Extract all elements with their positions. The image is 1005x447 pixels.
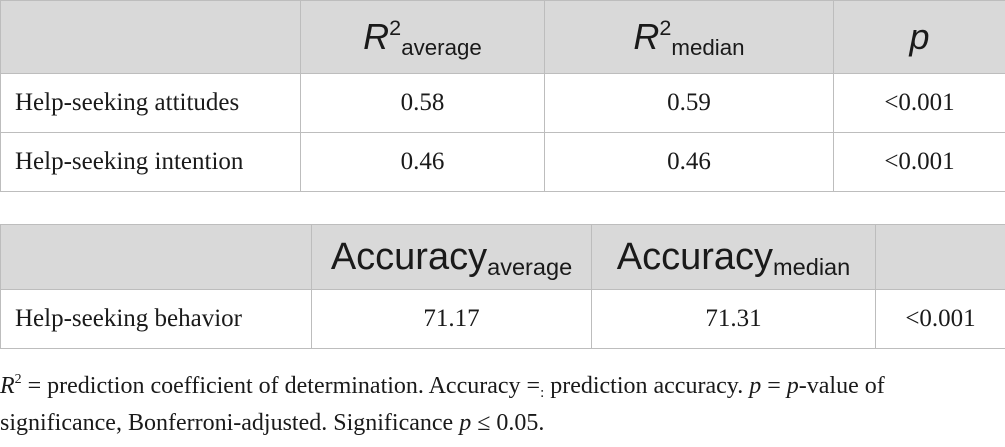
header-r2-median: R2median [544, 0, 834, 74]
header-symbol: Accuracy [330, 235, 488, 278]
header-p: p [833, 0, 1005, 74]
note-text: prediction accuracy. [544, 373, 750, 399]
header-accuracy-median: Accuracymedian [591, 224, 876, 290]
note-p-symbol: p [459, 410, 472, 436]
note-text: -value of significance, Bonferroni-adjus… [0, 373, 885, 436]
cell-p-value: <0.001 [875, 289, 1005, 349]
cell-r2-average: 0.46 [300, 132, 545, 192]
header-empty-right [875, 224, 1005, 290]
note-text: = prediction coefficient of determinatio… [21, 373, 541, 399]
note-p-symbol: p [786, 373, 799, 399]
cell-accuracy-median: 71.31 [591, 289, 876, 349]
header-subscript: median [671, 35, 745, 61]
header-superscript: 2 [659, 14, 672, 40]
table-row: Help-seeking behavior 71.17 71.31 <0.001 [0, 289, 1005, 349]
note-text: = [761, 373, 787, 399]
results-table-r2: R2average R2median p Help-seeking attitu… [0, 0, 1005, 192]
table-header-row: R2average R2median p [0, 0, 1005, 74]
table-row: Help-seeking attitudes 0.58 0.59 <0.001 [0, 73, 1005, 133]
table-header-row: Accuracyaverage Accuracymedian [0, 224, 1005, 290]
note-text: ≤ 0.05. [471, 410, 545, 436]
row-label: Help-seeking behavior [0, 289, 312, 349]
results-table-accuracy: Accuracyaverage Accuracymedian Help-seek… [0, 224, 1005, 349]
note-r-superscript: 2 [14, 372, 22, 388]
row-label: Help-seeking intention [0, 132, 301, 192]
note-subscript: : [540, 385, 545, 402]
cell-p-value: <0.001 [833, 132, 1005, 192]
header-symbol: R [363, 16, 390, 57]
note-r-symbol: R [0, 373, 15, 399]
header-subscript: average [401, 35, 482, 61]
header-empty [0, 0, 301, 74]
header-empty [0, 224, 312, 290]
header-accuracy-average: Accuracyaverage [311, 224, 592, 290]
header-subscript: median [773, 254, 851, 281]
header-symbol: p [909, 16, 930, 57]
cell-r2-median: 0.59 [544, 73, 834, 133]
header-superscript: 2 [389, 14, 402, 40]
header-r2-average: R2average [300, 0, 545, 74]
table-row: Help-seeking intention 0.46 0.46 <0.001 [0, 132, 1005, 192]
header-symbol: Accuracy [616, 235, 774, 278]
header-subscript: average [487, 254, 573, 281]
table-footnote: R2 = prediction coefficient of determina… [0, 364, 1000, 440]
cell-p-value: <0.001 [833, 73, 1005, 133]
cell-r2-median: 0.46 [544, 132, 834, 192]
cell-accuracy-average: 71.17 [311, 289, 592, 349]
header-symbol: R [633, 16, 660, 57]
note-p-symbol: p [749, 373, 762, 399]
cell-r2-average: 0.58 [300, 73, 545, 133]
row-label: Help-seeking attitudes [0, 73, 301, 133]
